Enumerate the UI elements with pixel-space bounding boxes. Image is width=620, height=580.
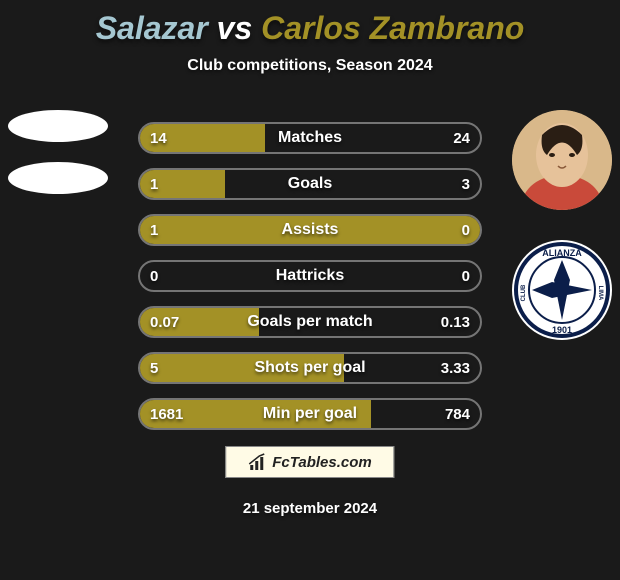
svg-text:1901: 1901 bbox=[552, 325, 572, 335]
stat-value-left: 1681 bbox=[150, 406, 183, 423]
stat-value-right: 0 bbox=[462, 268, 470, 285]
svg-text:CLUB: CLUB bbox=[521, 284, 527, 301]
right-club-logo: ALIANZA CLUB LIMA 1901 bbox=[512, 240, 612, 340]
svg-text:ALIANZA: ALIANZA bbox=[542, 248, 582, 258]
stat-value-left: 1 bbox=[150, 176, 158, 193]
title-vs: vs bbox=[217, 10, 253, 46]
bar-fill-left bbox=[140, 354, 344, 382]
stat-value-left: 0.07 bbox=[150, 314, 179, 331]
stat-row-goals: 13Goals bbox=[138, 168, 482, 200]
title-player-left: Salazar bbox=[96, 10, 208, 46]
stat-value-right: 3 bbox=[462, 176, 470, 193]
title-player-right: Carlos Zambrano bbox=[261, 10, 524, 46]
stat-row-hattricks: 0 0Hattricks bbox=[138, 260, 482, 292]
date: 21 september 2024 bbox=[0, 500, 620, 517]
stat-row-assists: 10Assists bbox=[138, 214, 482, 246]
stat-value-right: 0 bbox=[462, 222, 470, 239]
stat-value-right: 3.33 bbox=[441, 360, 470, 377]
stat-value-right: 784 bbox=[445, 406, 470, 423]
stat-value-right: 0.13 bbox=[441, 314, 470, 331]
stat-value-left: 14 bbox=[150, 130, 167, 147]
stat-row-shots-per-goal: 53.33Shots per goal bbox=[138, 352, 482, 384]
stat-row-matches: 1424Matches bbox=[138, 122, 482, 154]
stat-value-left: 5 bbox=[150, 360, 158, 377]
subtitle: Club competitions, Season 2024 bbox=[0, 57, 620, 75]
stat-value-left: 1 bbox=[150, 222, 158, 239]
right-player-side: ALIANZA CLUB LIMA 1901 bbox=[512, 110, 612, 340]
stat-value-left: 0 bbox=[150, 268, 158, 285]
stat-label: Hattricks bbox=[140, 267, 480, 285]
fctables-label: FcTables.com bbox=[272, 454, 371, 471]
left-club-logo-placeholder bbox=[8, 162, 108, 194]
stat-row-min-per-goal: 1681784Min per goal bbox=[138, 398, 482, 430]
right-player-photo bbox=[512, 110, 612, 210]
bar-fill-left bbox=[140, 216, 412, 244]
left-player-side bbox=[8, 110, 108, 214]
page-title: Salazar vs Carlos Zambrano bbox=[0, 0, 620, 47]
chart-icon bbox=[248, 453, 266, 471]
fctables-badge[interactable]: FcTables.com bbox=[225, 446, 394, 478]
left-player-photo-placeholder bbox=[8, 110, 108, 142]
stat-value-right: 24 bbox=[453, 130, 470, 147]
stat-row-goals-per-match: 0.070.13Goals per match bbox=[138, 306, 482, 338]
svg-text:LIMA: LIMA bbox=[597, 286, 603, 301]
stats-bars: 1424Matches13Goals10Assists00Hattricks0.… bbox=[138, 122, 482, 444]
